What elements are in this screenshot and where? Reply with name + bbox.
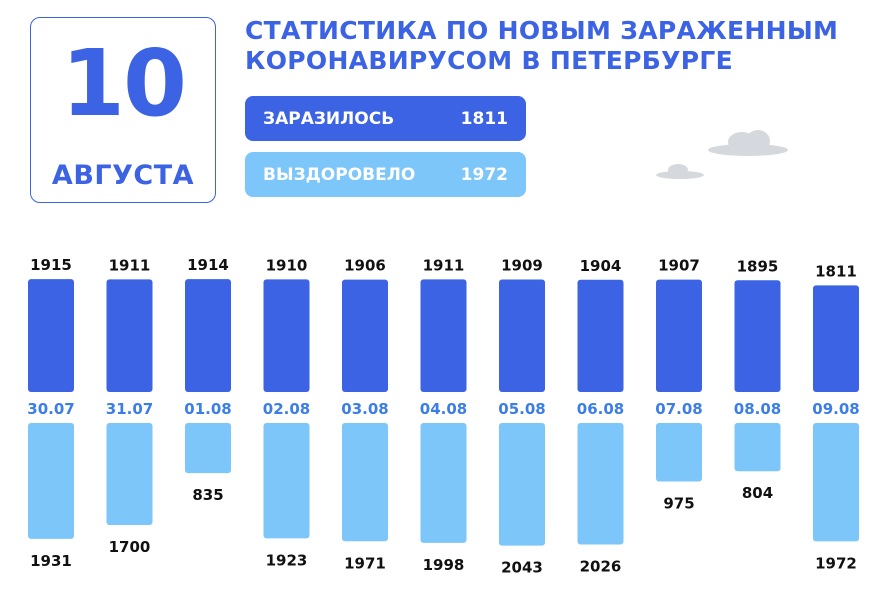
infected-value-label: 1895 — [737, 257, 779, 275]
infected-bar — [577, 279, 624, 392]
infected-bar — [499, 279, 545, 392]
infected-value-label: 1907 — [658, 257, 700, 275]
recovered-value-label: 2026 — [580, 558, 622, 576]
date-label: 31.07 — [106, 400, 153, 418]
infected-value-label: 1914 — [187, 256, 229, 274]
legend-infected-label: ЗАРАЗИЛОСЬ — [263, 108, 395, 129]
recovered-value-label: 2043 — [501, 559, 543, 577]
recovered-value-label: 1923 — [266, 551, 308, 569]
infected-value-label: 1909 — [501, 256, 543, 274]
infected-value-label: 1906 — [344, 257, 386, 275]
recovered-bar — [734, 423, 781, 472]
infected-value-label: 1910 — [266, 256, 308, 274]
legend-recovered-label: ВЫЗДОРОВЕЛО — [263, 164, 416, 185]
recovered-value-label: 1971 — [344, 554, 386, 572]
date-day: 10 — [60, 30, 187, 137]
infected-bar — [185, 279, 231, 392]
recovered-bar — [106, 423, 153, 525]
infected-bar — [734, 280, 781, 392]
infected-value-label: 1911 — [423, 256, 465, 274]
recovered-value-label: 1998 — [423, 556, 465, 574]
infected-value-label: 1915 — [30, 256, 72, 274]
page-title: СТАТИСТИКА ПО НОВЫМ ЗАРАЖЕННЫМ КОРОНАВИР… — [245, 16, 838, 76]
title-line-2: КОРОНАВИРУСОМ В ПЕТЕРБУРГЕ — [245, 46, 733, 75]
recovered-value-label: 1931 — [30, 552, 72, 570]
recovered-bar — [342, 423, 388, 542]
infected-value-label: 1911 — [109, 256, 151, 274]
recovered-value-label: 1700 — [109, 538, 151, 556]
date-label: 07.08 — [655, 400, 702, 418]
infected-bar — [342, 279, 388, 392]
infected-value-label: 1904 — [580, 257, 622, 275]
recovered-bar — [577, 423, 624, 545]
date-label: 01.08 — [184, 400, 231, 418]
infected-bar — [420, 279, 467, 392]
recovered-bar — [263, 423, 310, 539]
date-label: 03.08 — [341, 400, 388, 418]
recovered-value-label: 804 — [742, 484, 773, 502]
recovered-value-label: 975 — [663, 495, 694, 513]
legend-recovered-value: 1972 — [460, 164, 508, 185]
legend-infected-value: 1811 — [460, 108, 508, 129]
infected-value-label: 1811 — [815, 262, 857, 280]
recovered-bar — [499, 423, 545, 546]
date-label: 08.08 — [734, 400, 781, 418]
date-label: 02.08 — [263, 400, 310, 418]
date-card: 10 АВГУСТА — [30, 17, 216, 203]
clouds-icon — [656, 130, 788, 179]
infected-bar — [263, 279, 310, 392]
recovered-bar — [420, 423, 467, 543]
date-label: 04.08 — [420, 400, 467, 418]
date-label: 09.08 — [812, 400, 859, 418]
recovered-value-label: 835 — [192, 486, 223, 504]
recovered-bar — [28, 423, 74, 539]
recovered-value-label: 1972 — [815, 554, 857, 572]
date-month: АВГУСТА — [51, 160, 195, 191]
legend-infected: ЗАРАЗИЛОСЬ 1811 — [245, 96, 526, 141]
infected-bar — [656, 279, 702, 392]
date-label: 30.07 — [27, 400, 74, 418]
infected-bar — [106, 279, 153, 392]
date-label: 06.08 — [577, 400, 624, 418]
date-label: 05.08 — [498, 400, 545, 418]
recovered-bar — [185, 423, 231, 474]
recovered-bar — [656, 423, 702, 482]
infected-bar — [28, 279, 74, 392]
legend-recovered: ВЫЗДОРОВЕЛО 1972 — [245, 152, 526, 197]
title-line-1: СТАТИСТИКА ПО НОВЫМ ЗАРАЖЕННЫМ — [245, 16, 839, 45]
infected-bar — [813, 285, 859, 392]
recovered-bar — [813, 423, 859, 542]
